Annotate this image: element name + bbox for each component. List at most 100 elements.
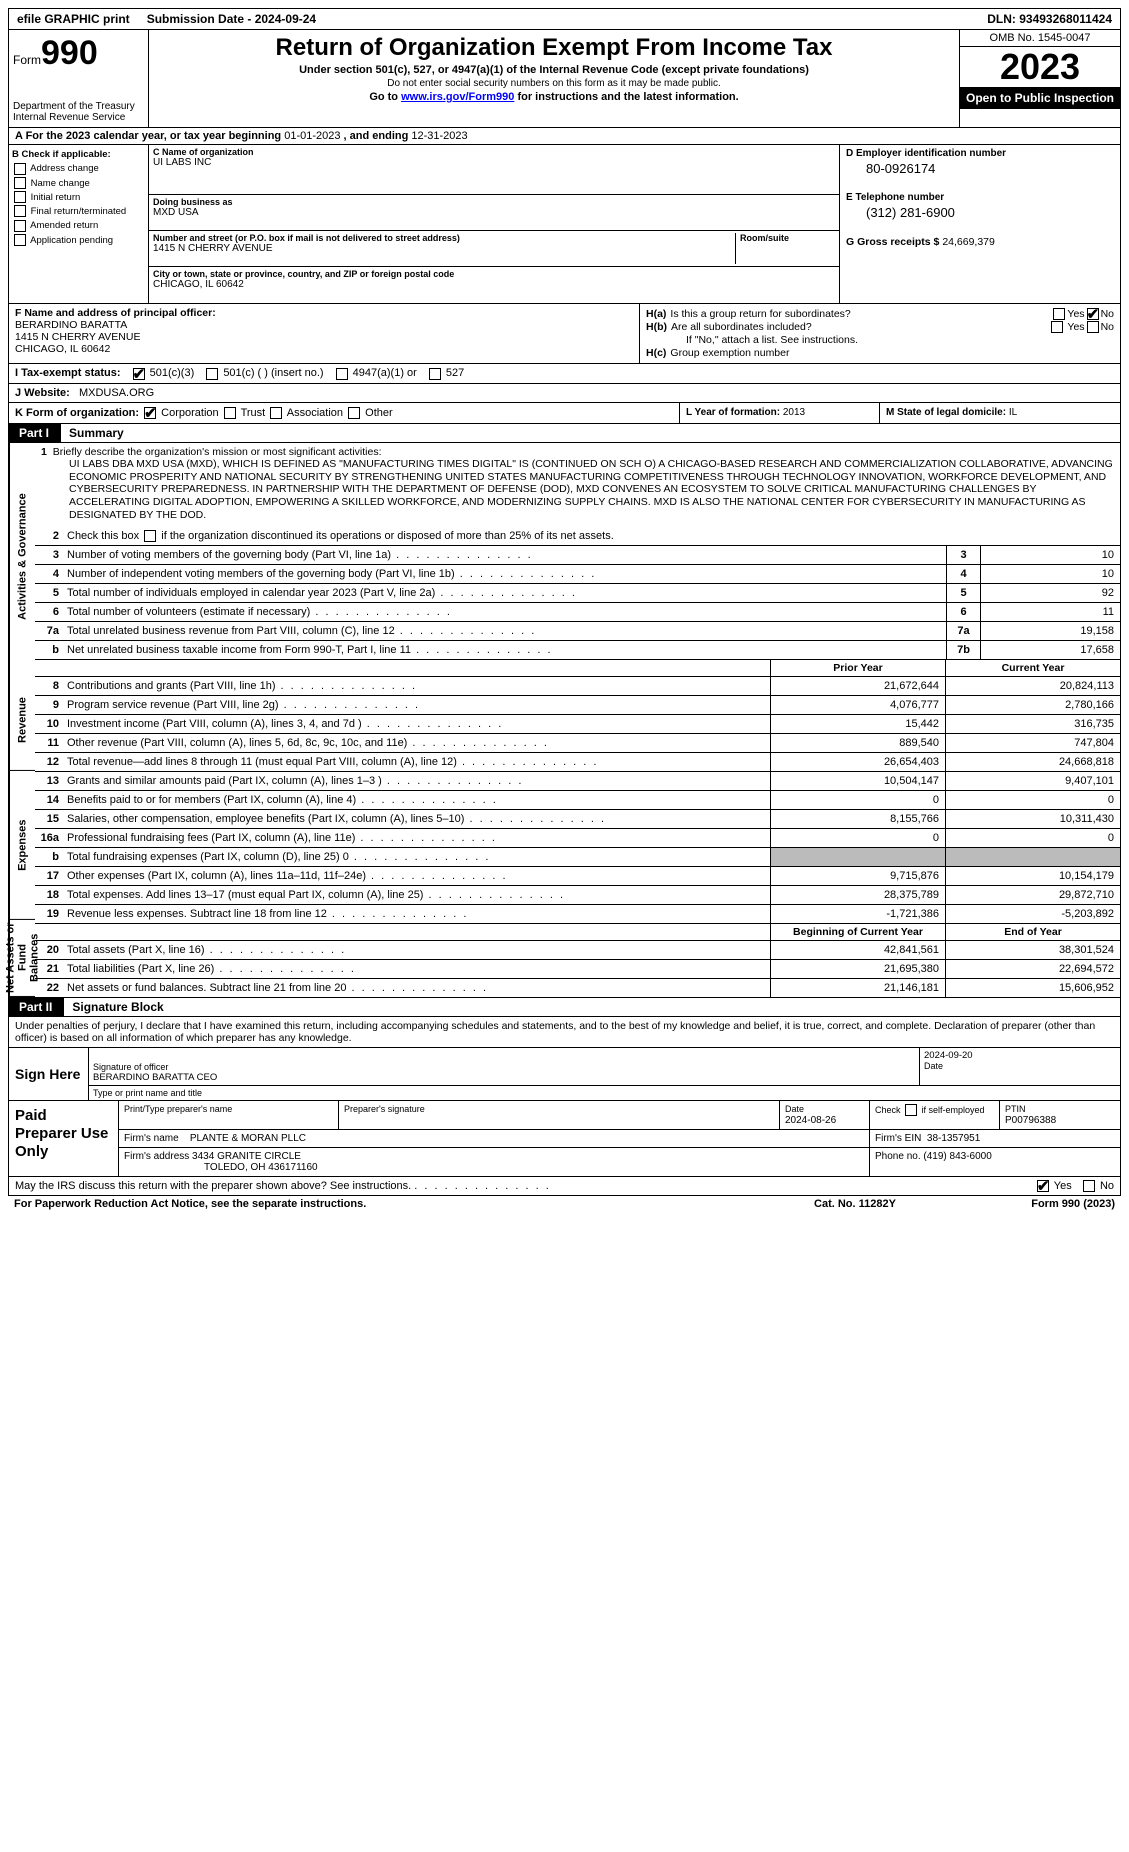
side-activities: Activities & Governance [9,443,35,671]
hb-note: If "No," attach a list. See instructions… [646,334,1114,346]
line-22: 22Net assets or fund balances. Subtract … [35,978,1120,997]
cat-no: Cat. No. 11282Y [755,1198,955,1210]
chk-527[interactable]: 527 [427,367,464,379]
chk-amended[interactable]: Amended return [12,219,145,233]
summary-section: Activities & Governance Revenue Expenses… [8,443,1121,999]
subtitle-1: Under section 501(c), 527, or 4947(a)(1)… [157,64,951,76]
part-2-title: Signature Block [64,998,1120,1016]
sig-date: 2024-09-20 [924,1050,1116,1061]
hb-text: Are all subordinates included? [671,321,1049,333]
ha-yes[interactable]: Yes [1051,308,1084,320]
sign-here-label: Sign Here [9,1048,89,1100]
submission-date: Submission Date - 2024-09-24 [139,9,325,29]
line-15: 15Salaries, other compensation, employee… [35,809,1120,828]
sig-officer-label: Signature of officer [93,1062,915,1072]
formation-label: L Year of formation: [686,407,780,418]
sig-date-label: Date [924,1061,1116,1071]
line-20: 20Total assets (Part X, line 16)42,841,5… [35,940,1120,959]
officer-name: BERARDINO BARATTA [15,319,127,331]
chk-other[interactable]: Other [346,407,393,419]
line-21: 21Total liabilities (Part X, line 26)21,… [35,959,1120,978]
open-public: Open to Public Inspection [960,87,1120,109]
hb-yes[interactable]: Yes [1049,321,1085,333]
prep-sig-label: Preparer's signature [344,1104,425,1114]
prep-date-label: Date [785,1104,804,1114]
col-b-checkboxes: B Check if applicable: Address change Na… [9,145,149,303]
efile-label: efile GRAPHIC print [9,9,139,29]
part-2-header: Part II Signature Block [8,998,1121,1017]
ptin-value: P00796388 [1005,1115,1056,1126]
hb-no[interactable]: No [1085,321,1114,333]
perjury-declaration: Under penalties of perjury, I declare th… [9,1017,1120,1047]
paid-preparer: Paid Preparer Use Only Print/Type prepar… [9,1100,1120,1176]
ein-value: 80-0926174 [846,161,1114,176]
irs-link[interactable]: www.irs.gov/Form990 [401,91,514,103]
col-d-ein: D Employer identification number 80-0926… [840,145,1120,303]
firm-ein: 38-1357951 [927,1133,980,1144]
dept-label: Department of the Treasury Internal Reve… [13,101,144,123]
ha-no[interactable]: No [1085,308,1114,320]
mission-block: 1 1 Briefly describe the organization's … [35,443,1120,528]
gov-line-5: 5Total number of individuals employed in… [35,583,1120,602]
side-revenue: Revenue [9,670,35,771]
subtitle-2: Do not enter social security numbers on … [157,78,951,89]
row-a-mid: , and ending [340,130,411,142]
chk-address-change[interactable]: Address change [12,162,145,176]
col-h-group: H(a) Is this a group return for subordin… [640,304,1120,363]
line-9: 9Program service revenue (Part VIII, lin… [35,695,1120,714]
form-word: Form [13,53,41,67]
gross-value: 24,669,379 [942,236,995,248]
col-f-officer: F Name and address of principal officer:… [9,304,640,363]
firm-name-label: Firm's name [124,1133,179,1144]
officer-signature: BERARDINO BARATTA CEO [93,1072,915,1083]
ein-label: D Employer identification number [846,148,1114,159]
form-number: 990 [41,34,98,72]
part-1-header: Part I Summary [8,424,1121,443]
tax-status-label: I Tax-exempt status: [15,367,121,379]
goto-pre: Go to [369,91,401,103]
line-8: 8Contributions and grants (Part VIII, li… [35,676,1120,695]
chk-initial-return[interactable]: Initial return [12,191,145,205]
side-labels: Activities & Governance Revenue Expenses… [9,443,35,998]
chk-501c[interactable]: 501(c) ( ) (insert no.) [204,367,323,379]
formation-year: 2013 [783,407,805,418]
line-12: 12Total revenue—add lines 8 through 11 (… [35,752,1120,771]
chk-assoc[interactable]: Association [268,407,343,419]
dln: DLN: 93493268011424 [325,9,1120,29]
gov-line-b: bNet unrelated business taxable income f… [35,640,1120,659]
org-name: UI LABS INC [153,157,835,168]
part-1-num: Part I [9,424,59,442]
form-title: Return of Organization Exempt From Incom… [157,34,951,62]
part-2-num: Part II [9,998,62,1016]
chk-4947[interactable]: 4947(a)(1) or [334,367,417,379]
ha-label: H(a) [646,308,666,320]
row-klm: K Form of organization: Corporation Trus… [8,403,1121,424]
prep-self-emp[interactable]: Check if self-employed [875,1105,985,1115]
form-org-label: K Form of organization: [15,407,139,419]
discuss-no[interactable]: No [1081,1180,1114,1192]
chk-final-return[interactable]: Final return/terminated [12,205,145,219]
firm-addr1: 3434 GRANITE CIRCLE [192,1151,301,1162]
header-right: OMB No. 1545-0047 2023 Open to Public In… [960,30,1120,127]
side-netassets: Net Assets or Fund Balances [9,920,35,997]
chk-app-pending[interactable]: Application pending [12,234,145,248]
goto-post: for instructions and the latest informat… [514,91,738,103]
sign-here-row: Sign Here Signature of officer BERARDINO… [9,1047,1120,1100]
chk-corp[interactable]: Corporation [142,407,219,419]
chk-501c3[interactable]: 501(c)(3) [131,367,195,379]
line-18: 18Total expenses. Add lines 13–17 (must … [35,885,1120,904]
chk-name-change[interactable]: Name change [12,177,145,191]
omb-number: OMB No. 1545-0047 [960,30,1120,47]
city-state-zip: CHICAGO, IL 60642 [153,279,835,290]
discuss-yes[interactable]: Yes [1035,1180,1072,1192]
hdr-current-year: Current Year [945,660,1120,676]
website-value: MXDUSA.ORG [79,387,154,399]
tel-value: (312) 281-6900 [846,205,1114,220]
year-end: 12-31-2023 [411,130,467,142]
gov-line-2: 2Check this box if the organization disc… [35,527,1120,545]
line-11: 11Other revenue (Part VIII, column (A), … [35,733,1120,752]
chk-trust[interactable]: Trust [222,407,266,419]
dba-label: Doing business as [153,197,835,207]
ptin-label: PTIN [1005,1104,1026,1114]
summary-body: 1 1 Briefly describe the organization's … [35,443,1120,998]
